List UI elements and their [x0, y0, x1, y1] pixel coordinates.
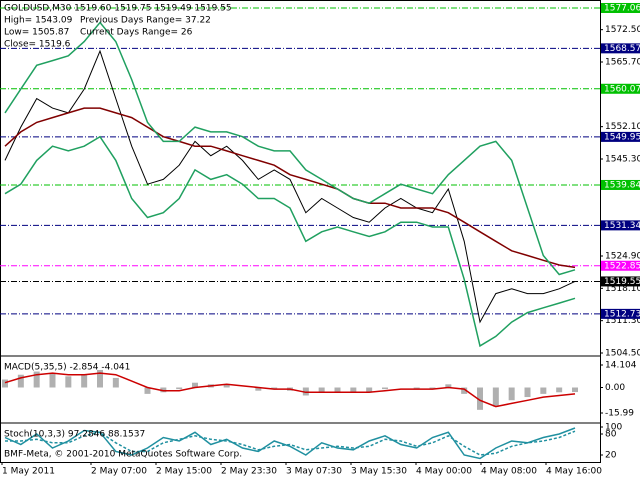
histogram-bar: [413, 387, 420, 390]
histogram-bar: [508, 387, 515, 401]
level-box: [601, 276, 640, 287]
series-line: [4, 372, 576, 408]
frame: [0, 0, 601, 463]
histogram-bar: [17, 374, 24, 388]
y-tick-label: -15.99: [605, 409, 634, 419]
histogram-bar: [160, 387, 167, 393]
info-text: Low= 1505.87: [4, 28, 69, 38]
y-tick-label: 1552.10: [605, 122, 640, 132]
level-box: [601, 131, 640, 142]
level-label: 1539.84: [604, 180, 640, 190]
series-line: [4, 49, 576, 324]
panel-title: GOLDUSD,M30 1519.60 1519.75 1519.49 1519…: [4, 4, 232, 14]
level-box: [601, 308, 640, 319]
y-tick-label: 1572.50: [605, 25, 640, 35]
panel-title: MACD(5,35,5) -2.854 -4.041: [4, 363, 130, 373]
y-tick-label: 80: [605, 430, 617, 440]
histogram-bar: [255, 387, 262, 391]
histogram-bar: [492, 387, 499, 407]
y-tick-label: 100: [605, 423, 622, 433]
y-tick-label: 1518.10: [605, 284, 640, 294]
x-tick-label: 1 May 2011: [2, 467, 55, 477]
level-label: 1568.57: [604, 44, 640, 54]
histogram-bar: [477, 387, 483, 410]
histogram-bar: [33, 371, 40, 388]
y-tick-label: 20: [605, 451, 617, 461]
histogram-bar: [144, 387, 151, 394]
y-tick-label: 0.00: [605, 383, 625, 393]
level-label: 1531.34: [604, 221, 640, 231]
x-tick-label: 2 May 07:00: [91, 467, 147, 477]
info-text: Previous Days Range= 37.22: [80, 16, 211, 26]
y-tick-label: 1524.90: [605, 252, 640, 262]
histogram-bar: [112, 377, 119, 388]
series-line: [4, 107, 576, 269]
level-label: 1549.95: [604, 132, 640, 142]
level-box: [601, 260, 640, 271]
histogram-bar: [334, 387, 341, 393]
series-line: [4, 135, 576, 348]
x-tick-label: 2 May 23:30: [221, 467, 277, 477]
histogram-bar: [461, 387, 468, 394]
x-tick-label: 3 May 15:30: [351, 467, 407, 477]
y-tick-label: 1545.30: [605, 155, 640, 165]
x-tick-label: 4 May 08:00: [481, 467, 537, 477]
histogram-bar: [65, 376, 72, 388]
histogram-bar: [49, 373, 56, 388]
histogram-bar: [366, 387, 373, 393]
histogram-bar: [97, 369, 103, 388]
series-line: [4, 21, 576, 276]
histogram-bar: [524, 387, 531, 398]
level-label: 1522.85: [604, 261, 640, 271]
histogram-bar: [81, 374, 88, 388]
histogram-bar: [445, 384, 452, 388]
info-text: Close= 1519.6: [4, 40, 71, 50]
histogram-bar: [302, 387, 309, 396]
y-tick-label: 1565.70: [605, 58, 640, 68]
y-tick-label: 1511.30: [605, 316, 640, 326]
level-box: [601, 83, 640, 94]
level-label: 1577.06: [604, 3, 640, 13]
series-line: [5, 430, 576, 456]
level-box: [601, 2, 640, 13]
histogram-bar: [572, 387, 578, 393]
histogram-bar: [350, 387, 357, 393]
panel-title: Stoch(10,3,3) 97.2846 88.1537: [4, 430, 145, 440]
histogram-bar: [540, 387, 547, 394]
x-tick-label: 4 May 00:00: [416, 467, 472, 477]
histogram-bar: [176, 387, 183, 390]
level-box: [601, 43, 640, 54]
x-tick-label: 2 May 15:00: [156, 467, 212, 477]
histogram-bar: [382, 387, 388, 390]
histogram-bar: [192, 382, 198, 388]
histogram-bar: [429, 387, 436, 390]
level-label: 1519.55: [604, 277, 640, 287]
y-tick-label: 1504.50: [605, 349, 640, 359]
level-label: 1512.73: [604, 309, 640, 319]
x-tick-label: 3 May 07:30: [286, 467, 342, 477]
x-tick-label: 4 May 16:00: [546, 467, 602, 477]
copyright: BMF-Meta, © 2001-2010 MetaQuotes Softwar…: [4, 450, 242, 460]
level-label: 1560.07: [604, 84, 640, 94]
level-box: [601, 220, 640, 231]
info-text: Current Days Range= 26: [80, 28, 193, 38]
y-tick-label: 14.104: [605, 361, 637, 371]
info-text: High= 1543.09: [4, 16, 73, 26]
histogram-bar: [223, 384, 230, 388]
histogram-bar: [556, 387, 563, 393]
level-box: [601, 179, 640, 190]
histogram-bar: [2, 379, 8, 388]
histogram-bar: [271, 387, 278, 390]
histogram-bar: [318, 387, 325, 393]
